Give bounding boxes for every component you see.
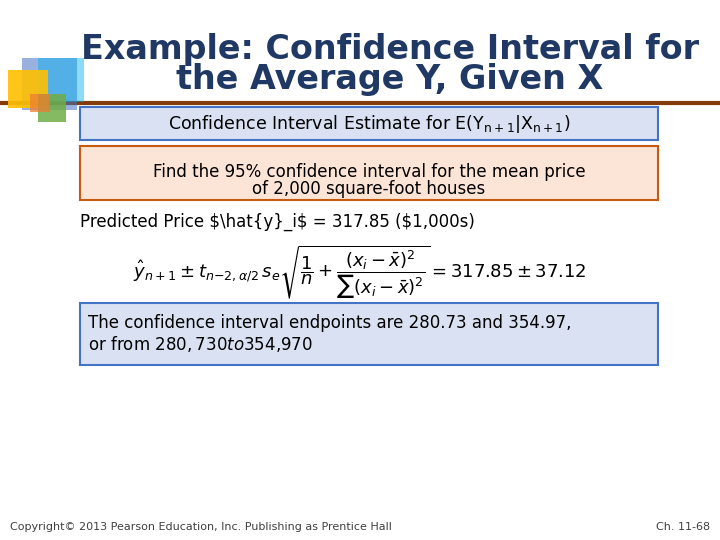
Text: $\hat{y}_{n+1} \pm t_{n\mathregular{-}2,\alpha/2}\, s_e\sqrt{\dfrac{1}{n} + \dfr: $\hat{y}_{n+1} \pm t_{n\mathregular{-}2,… [133, 243, 587, 301]
Bar [30, 94, 50, 112]
Text: Confidence Interval Estimate for E(Y$_{\mathregular{n+1}}$|X$_{\mathregular{n+1}: Confidence Interval Estimate for E(Y$_{\… [168, 113, 570, 135]
Bar [22, 58, 77, 110]
Text: Copyright© 2013 Pearson Education, Inc. Publishing as Prentice Hall: Copyright© 2013 Pearson Education, Inc. … [10, 522, 392, 532]
Bar [8, 70, 48, 108]
FancyBboxPatch shape [80, 146, 658, 200]
Text: The confidence interval endpoints are 280.73 and 354.97,: The confidence interval endpoints are 28… [88, 314, 572, 332]
Bar [38, 94, 66, 122]
Bar [38, 58, 84, 102]
Text: Ch. 11-68: Ch. 11-68 [656, 522, 710, 532]
Text: Example: Confidence Interval for: Example: Confidence Interval for [81, 33, 699, 66]
Text: Predicted Price $\hat{y}_i$ = 317.85 ($1,000s): Predicted Price $\hat{y}_i$ = 317.85 ($1… [80, 213, 475, 231]
FancyBboxPatch shape [80, 303, 658, 365]
FancyBboxPatch shape [80, 107, 658, 140]
Text: of 2,000 square-foot houses: of 2,000 square-foot houses [253, 180, 485, 198]
Text: the Average Y, Given X: the Average Y, Given X [176, 64, 603, 97]
Text: or from $280,730 to $354,970: or from $280,730 to $354,970 [88, 334, 313, 354]
Text: Find the 95% confidence interval for the mean price: Find the 95% confidence interval for the… [153, 163, 585, 181]
